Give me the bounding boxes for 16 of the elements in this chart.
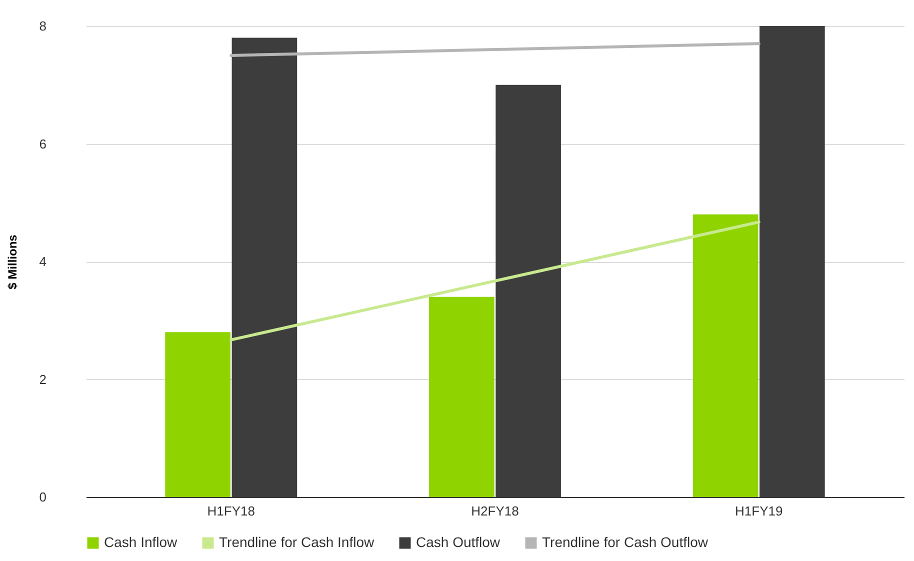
bar — [692, 214, 758, 497]
y-tick-label: 4 — [39, 254, 46, 269]
y-tick-label: 0 — [39, 490, 46, 504]
y-tick-label: 2 — [39, 372, 46, 387]
legend-label: Trendline for Cash Outflow — [542, 534, 709, 550]
bar — [429, 296, 494, 497]
x-tick-label: H1FY19 — [735, 504, 783, 518]
y-tick-label: 6 — [39, 136, 46, 152]
x-tick-label: H2FY18 — [471, 504, 519, 518]
y-tick-label: 8 — [39, 18, 46, 34]
x-tick-label: H1FY18 — [207, 504, 255, 518]
legend-label: Cash Outflow — [416, 534, 501, 550]
legend-label: Cash Inflow — [104, 534, 178, 550]
y-axis-title: $ Millions — [5, 234, 20, 290]
bar — [165, 332, 230, 497]
legend-label: Trendline for Cash Inflow — [219, 534, 375, 550]
